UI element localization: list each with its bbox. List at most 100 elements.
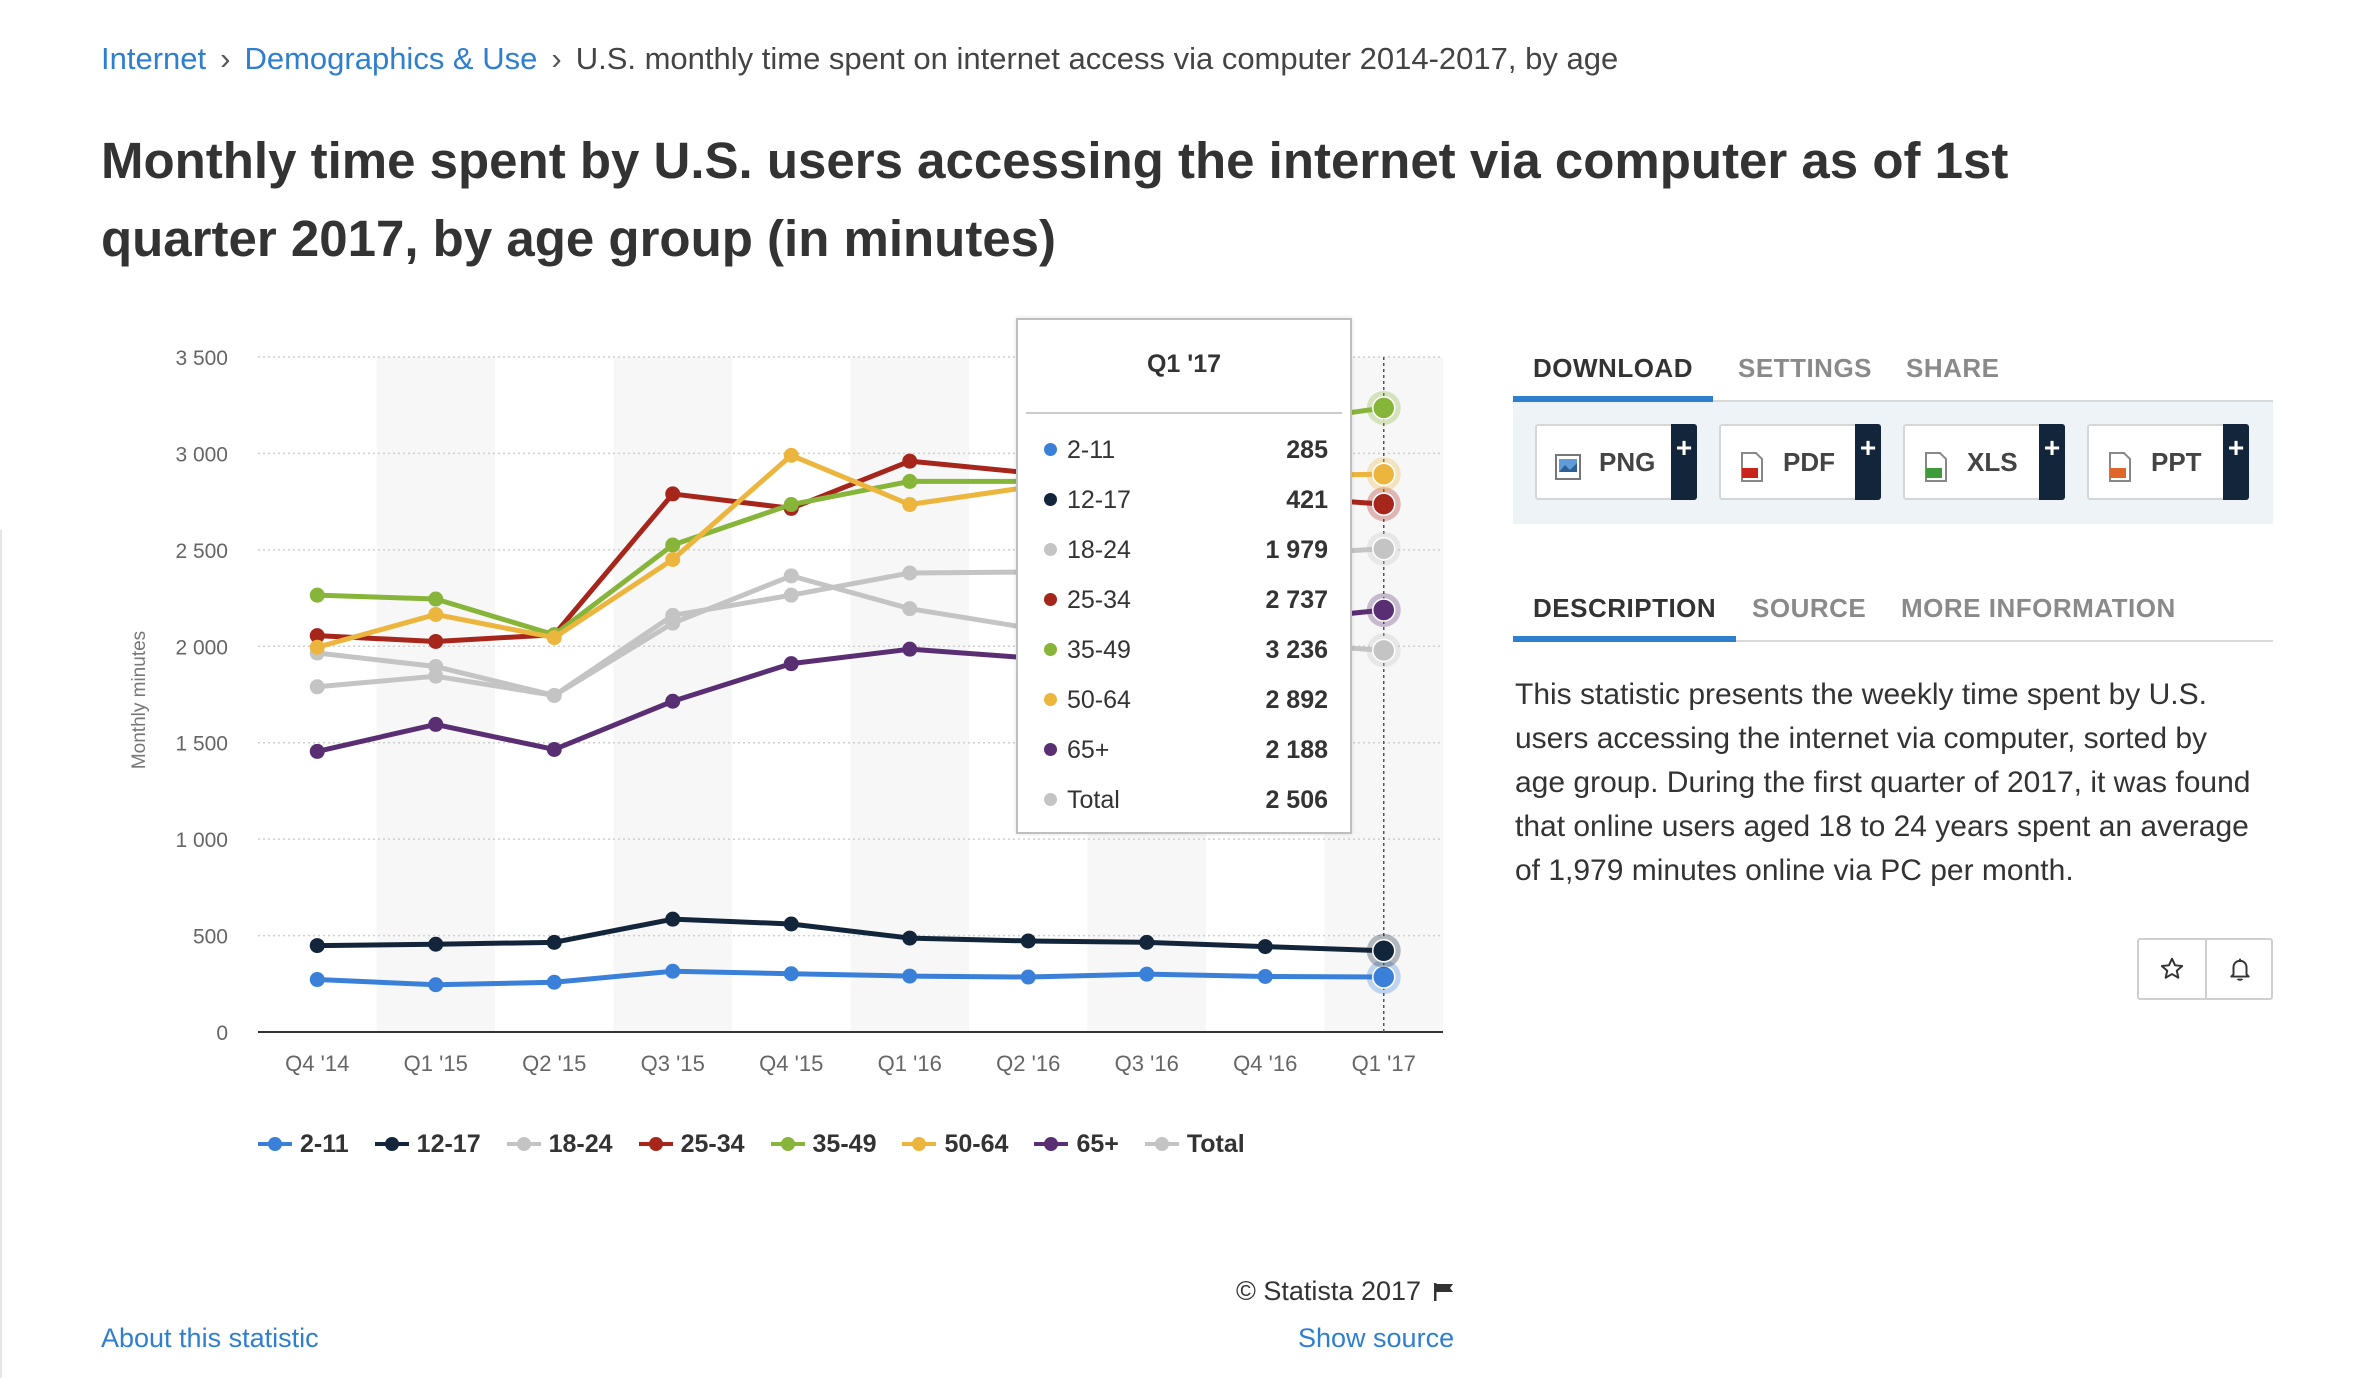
data-point[interactable]: [665, 552, 681, 567]
data-point[interactable]: [783, 966, 799, 982]
png-file-icon: [1555, 454, 1581, 480]
hover-point[interactable]: [1372, 939, 1396, 963]
data-point[interactable]: [428, 668, 444, 684]
data-point[interactable]: [309, 679, 325, 695]
info-tabs: DESCRIPTION SOURCE MORE INFORMATION: [1512, 578, 2273, 642]
data-point[interactable]: [783, 568, 799, 584]
data-point[interactable]: [1257, 939, 1273, 955]
data-point[interactable]: [665, 486, 681, 502]
data-point[interactable]: [902, 601, 918, 617]
data-point[interactable]: [902, 641, 918, 657]
data-point[interactable]: [1020, 933, 1036, 949]
download-png-button[interactable]: PNG +: [1535, 424, 1697, 500]
data-point[interactable]: [1139, 966, 1155, 982]
legend-label: 50-64: [944, 1129, 1009, 1158]
download-ppt-button[interactable]: PPT +: [2087, 424, 2249, 500]
data-point[interactable]: [309, 972, 325, 988]
data-point[interactable]: [665, 607, 681, 623]
data-point[interactable]: [546, 934, 562, 950]
hover-point[interactable]: [1372, 396, 1396, 420]
about-statistic-link[interactable]: About this statistic: [101, 1323, 319, 1353]
data-point[interactable]: [783, 497, 799, 513]
legend-item-35-49[interactable]: 35-49: [770, 1130, 876, 1159]
tab-description[interactable]: DESCRIPTION: [1512, 578, 1737, 642]
legend-item-50-64[interactable]: 50-64: [902, 1130, 1008, 1159]
x-tick-label: Q4 '14: [285, 1051, 349, 1076]
tab-share[interactable]: SHARE: [1906, 353, 2000, 383]
data-point[interactable]: [546, 974, 562, 990]
series-12-17[interactable]: [309, 911, 1384, 955]
flag-icon[interactable]: [1433, 1283, 1455, 1301]
tab-source[interactable]: SOURCE: [1752, 593, 1867, 623]
data-point[interactable]: [665, 963, 681, 979]
legend-item-2-11[interactable]: 2-11: [258, 1130, 349, 1159]
data-point[interactable]: [428, 977, 444, 993]
series-2-11[interactable]: [309, 963, 1384, 993]
plus-icon[interactable]: +: [2039, 424, 2065, 500]
data-point[interactable]: [428, 936, 444, 952]
data-point[interactable]: [1020, 969, 1036, 985]
data-point[interactable]: [902, 565, 918, 581]
data-point[interactable]: [902, 453, 918, 469]
legend-item-total[interactable]: Total: [1144, 1130, 1245, 1159]
data-point[interactable]: [902, 497, 918, 513]
plus-icon[interactable]: +: [2223, 424, 2249, 500]
data-point[interactable]: [665, 911, 681, 927]
hover-point[interactable]: [1372, 492, 1396, 516]
data-point[interactable]: [309, 743, 325, 759]
data-point[interactable]: [1139, 934, 1155, 950]
alert-button[interactable]: [2207, 940, 2273, 998]
tab-download[interactable]: DOWNLOAD: [1513, 338, 1713, 402]
data-point[interactable]: [309, 938, 325, 954]
tab-more-information[interactable]: MORE INFORMATION: [1901, 593, 2176, 623]
hover-point[interactable]: [1372, 965, 1396, 989]
data-point[interactable]: [665, 693, 681, 709]
data-point[interactable]: [546, 630, 562, 646]
legend-item-12-17[interactable]: 12-17: [374, 1130, 481, 1159]
hover-point[interactable]: [1372, 598, 1396, 622]
series-dot-icon: [1044, 442, 1057, 456]
data-point[interactable]: [428, 591, 444, 607]
data-point[interactable]: [902, 968, 918, 984]
plus-icon[interactable]: +: [1671, 424, 1697, 500]
tab-settings[interactable]: SETTINGS: [1738, 353, 1873, 383]
png-label: PNG: [1599, 447, 1656, 477]
data-point[interactable]: [428, 606, 444, 622]
hover-point[interactable]: [1372, 536, 1396, 561]
breadcrumb-link-internet[interactable]: Internet: [101, 41, 207, 76]
hover-point[interactable]: [1372, 462, 1396, 487]
x-tick-label: Q1 '16: [878, 1051, 942, 1076]
x-tick-label: Q3 '15: [641, 1051, 705, 1076]
legend-item-18-24[interactable]: 18-24: [506, 1130, 613, 1159]
x-tick-label: Q1 '15: [404, 1051, 468, 1076]
download-xls-button[interactable]: XLS +: [1903, 424, 2065, 500]
data-point[interactable]: [546, 687, 562, 703]
breadcrumb: Internet › Demographics & Use › U.S. monthly…: [101, 38, 1618, 80]
data-point[interactable]: [309, 639, 325, 655]
data-point[interactable]: [783, 916, 799, 932]
y-tick-label: 2 000: [175, 636, 228, 659]
hover-point[interactable]: [1372, 638, 1396, 663]
data-point[interactable]: [309, 587, 325, 603]
data-point[interactable]: [428, 716, 444, 732]
data-point[interactable]: [783, 656, 799, 672]
data-point[interactable]: [783, 587, 799, 603]
show-source-link[interactable]: Show source: [1298, 1323, 1455, 1353]
data-point[interactable]: [428, 633, 444, 649]
breadcrumb-link-demographics[interactable]: Demographics & Use: [244, 41, 538, 76]
legend-item-25-34[interactable]: 25-34: [638, 1130, 745, 1159]
favorite-button[interactable]: [2139, 940, 2207, 998]
legend-item-65+[interactable]: 65+: [1034, 1130, 1119, 1159]
data-point[interactable]: [902, 930, 918, 946]
tooltip-row: 50-64 2 892: [1044, 680, 1328, 720]
data-point[interactable]: [665, 537, 681, 553]
data-point[interactable]: [546, 741, 562, 757]
data-point[interactable]: [783, 447, 799, 463]
data-point[interactable]: [902, 473, 918, 489]
data-point[interactable]: [1257, 968, 1273, 984]
plus-icon[interactable]: +: [1855, 424, 1881, 500]
x-tick-label: Q2 '16: [996, 1051, 1060, 1076]
data-point[interactable]: [309, 628, 325, 644]
y-tick-label: 3 500: [175, 347, 228, 370]
download-pdf-button[interactable]: PDF +: [1719, 424, 1881, 500]
